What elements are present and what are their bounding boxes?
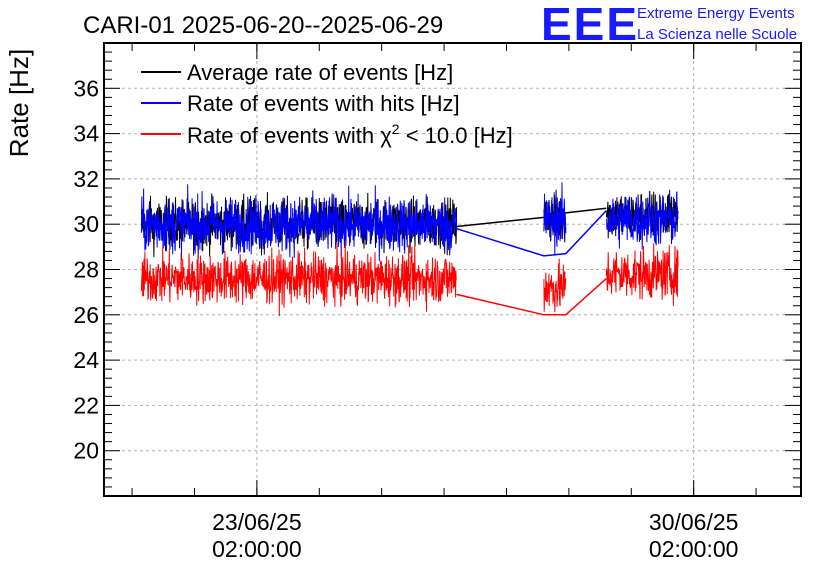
y-tick-label: 32 xyxy=(73,166,99,192)
series-chi2-line xyxy=(543,258,567,313)
y-axis-label: Rate [Hz] xyxy=(4,49,34,157)
y-tick-label: 28 xyxy=(73,257,99,283)
chart-title: CARI-01 2025-06-20--2025-06-29 xyxy=(83,12,443,39)
legend-chi2-superscript: 2 xyxy=(392,121,400,137)
y-tick-label: 20 xyxy=(73,438,99,464)
y-tick-label: 34 xyxy=(73,121,99,147)
x-tick-label-time: 02:00:00 xyxy=(212,536,302,562)
legend-label-chi2: Rate of events with χ2 < 10.0 [Hz] xyxy=(187,121,513,148)
legend-label-average: Average rate of events [Hz] xyxy=(187,60,453,85)
logo-line-1: Extreme Energy Events xyxy=(637,5,795,22)
series-hits-line xyxy=(543,182,567,255)
y-tick-label: 26 xyxy=(73,302,99,328)
legend-chi2-prefix: Rate of events with xyxy=(187,123,380,148)
legend: Average rate of events [Hz] Rate of even… xyxy=(141,60,513,148)
gap-link-line xyxy=(456,278,607,316)
y-tick-label: 30 xyxy=(73,211,99,237)
series-chi2-line xyxy=(605,243,679,306)
legend-label-hits: Rate of events with hits [Hz] xyxy=(187,91,460,116)
series-hits-line xyxy=(606,189,679,250)
series-chi2-line xyxy=(140,241,457,317)
x-tick-label-time: 02:00:00 xyxy=(649,536,739,562)
legend-chi2-symbol: χ xyxy=(380,123,392,148)
y-ticks: 20 22 24 26 28 30 32 34 36 xyxy=(73,42,801,497)
y-tick-label: 22 xyxy=(73,392,99,418)
gap-link-line xyxy=(456,210,607,257)
x-tick-label-date: 23/06/25 xyxy=(212,509,302,535)
plot-frame xyxy=(103,42,802,497)
legend-chi2-suffix: < 10.0 [Hz] xyxy=(400,123,513,148)
y-tick-label: 36 xyxy=(73,75,99,101)
y-tick-label: 24 xyxy=(73,347,99,373)
logo-line-2: La Scienza nelle Scuole xyxy=(637,26,797,43)
x-tick-label-date: 30/06/25 xyxy=(649,509,739,535)
eee-logo: EEE Extreme Energy Events La Scienza nel… xyxy=(541,0,797,50)
logo-mark: EEE xyxy=(541,0,639,50)
series-hits-line xyxy=(140,184,458,262)
series-layer xyxy=(140,182,679,317)
